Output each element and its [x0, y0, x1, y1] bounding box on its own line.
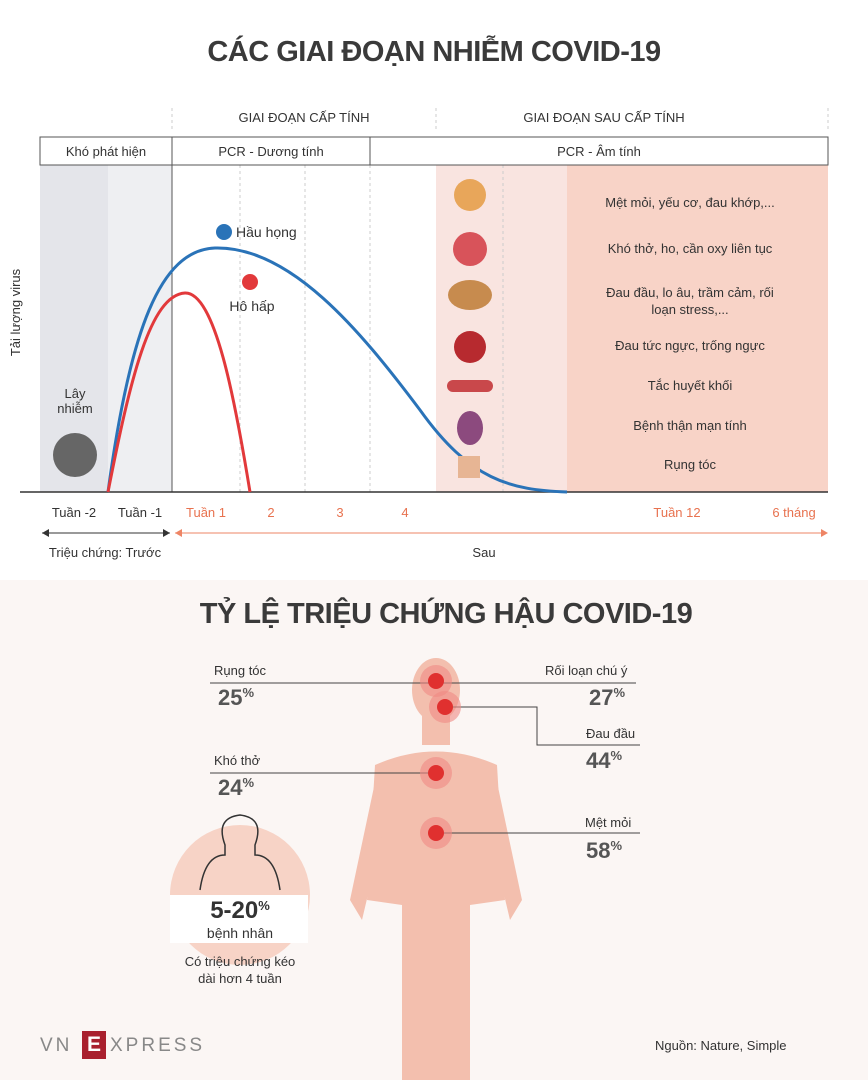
virus-icon	[53, 433, 97, 477]
stat-label: Rụng tóc	[214, 663, 267, 678]
infection-label: Lây nhiễm	[57, 386, 93, 416]
patient-range: 5-20%	[210, 897, 270, 925]
symptom: Tắc huyết khối	[647, 378, 733, 393]
symptom: Rụng tóc	[663, 457, 717, 472]
timeline-label: Triệu chứng: Trước	[48, 545, 162, 560]
title: CÁC GIAI ĐOẠN NHIỄM COVID-19	[207, 36, 661, 68]
week: Tuần 1	[186, 505, 226, 520]
curve-label: Hầu họng	[236, 224, 297, 240]
stat-value: 25%	[218, 685, 254, 711]
stats-title: TỶ LỆ TRIỆU CHỨNG HẬU COVID-19	[199, 598, 693, 630]
symptom: Bệnh thận mạn tính	[633, 418, 747, 433]
virus-icon	[242, 274, 258, 290]
week: 2	[267, 505, 275, 520]
stat-value: 27%	[589, 685, 625, 711]
test-label: Khó phát hiện	[65, 144, 147, 159]
patient-label: bệnh nhân	[206, 925, 274, 941]
patient-box	[170, 895, 308, 943]
stat-value: 24%	[218, 775, 254, 801]
patient-note: Có triệu chứng kéo dài hơn 4 tuần	[184, 954, 296, 986]
text: %	[613, 685, 626, 700]
brand: VN	[40, 1035, 73, 1056]
symptom: Mệt mỏi, yếu cơ, đau khớp,...	[605, 195, 775, 210]
hotspots	[420, 665, 461, 849]
stat-label: Mệt mỏi	[585, 815, 632, 830]
band	[436, 165, 567, 492]
week: Tuần -1	[117, 505, 163, 520]
phase: GIAI ĐOẠN SAU CẤP TÍNH	[523, 110, 685, 125]
text: 24	[218, 775, 243, 800]
body-silhouette	[350, 658, 522, 1080]
week: 6 tháng	[772, 505, 816, 520]
text: %	[610, 748, 623, 763]
week: Tuần 12	[653, 505, 701, 520]
test-label: PCR - Dương tính	[218, 144, 324, 159]
week: 3	[336, 505, 344, 520]
phase: GIAI ĐOẠN CẤP TÍNH	[238, 110, 370, 125]
curve-label: Hô hấp	[229, 298, 275, 314]
stat-value: 44%	[586, 748, 622, 774]
symptom: Khó thở, ho, cần oxy liên tục	[607, 241, 773, 256]
week: 4	[401, 505, 409, 520]
symptom: Đau đầu, lo âu, trầm cảm, rối loạn stres…	[606, 285, 774, 317]
text: %	[258, 898, 270, 913]
stat-label: Đau đầu	[586, 726, 636, 741]
text: 58	[586, 838, 611, 863]
y-axis-label: Tải lượng virus	[8, 268, 24, 357]
text: %	[610, 838, 623, 853]
virus-icon	[216, 224, 232, 240]
test-row	[39, 136, 829, 166]
week: Tuần -2	[51, 505, 97, 520]
test-label: PCR - Âm tính	[557, 144, 641, 159]
symptom-icons	[447, 179, 493, 478]
text: %	[242, 775, 255, 790]
stat-label: Khó thở	[214, 753, 261, 768]
logo-mark	[82, 1031, 106, 1059]
connectors	[210, 682, 640, 834]
text: 44	[586, 748, 611, 773]
stat-value: 58%	[586, 838, 622, 864]
symptom: Đau tức ngực, trống ngực	[615, 338, 765, 353]
curve-respiratory	[106, 291, 252, 493]
text: 25	[218, 685, 243, 710]
brand: XPRESS	[110, 1035, 206, 1056]
text: 5-20	[210, 897, 259, 924]
stat-label: Rối loạn chú ý	[545, 663, 628, 678]
text: 27	[589, 685, 614, 710]
band	[567, 165, 828, 492]
text: %	[242, 685, 255, 700]
brand: E	[86, 1033, 102, 1056]
source: Nguồn: Nature, Simple	[655, 1038, 787, 1053]
timeline-label: Sau	[472, 545, 496, 560]
patient-icon	[199, 814, 281, 891]
